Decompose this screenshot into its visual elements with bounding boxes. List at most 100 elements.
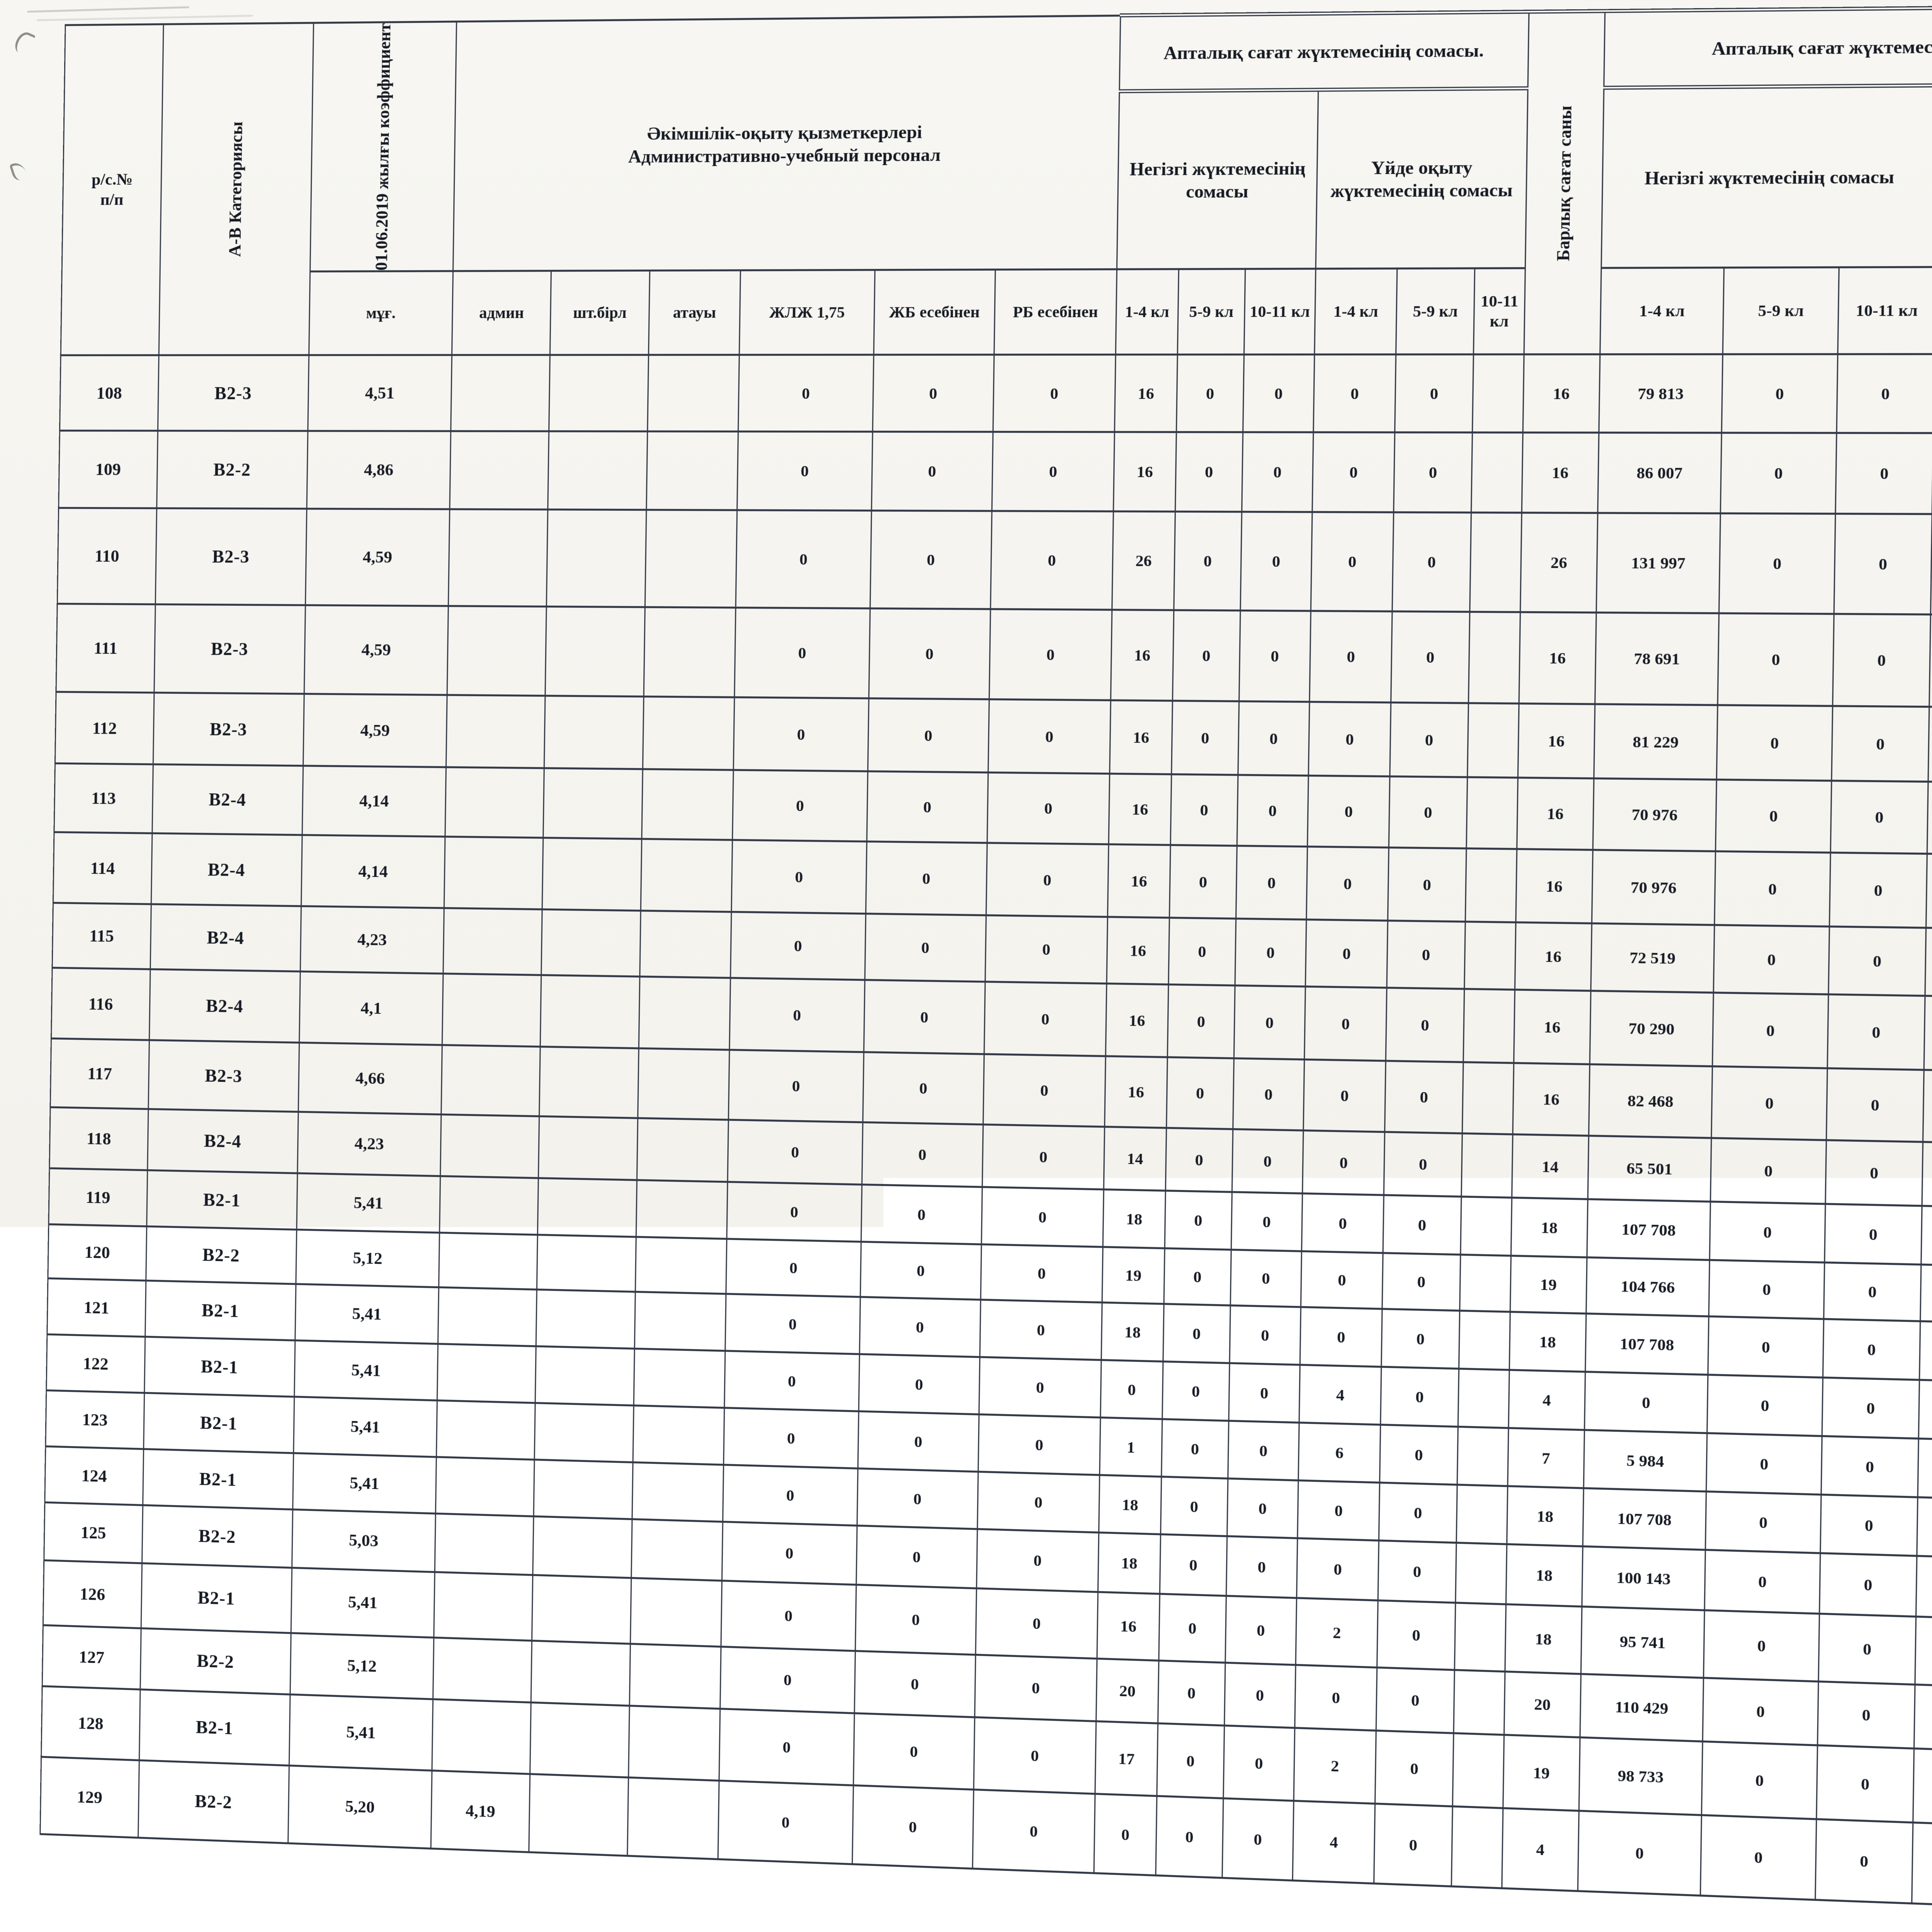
cell: 0 bbox=[1717, 705, 1833, 781]
cell: 0 bbox=[1921, 1206, 1932, 1267]
cell: 0 bbox=[1831, 781, 1928, 854]
cell: 5,41 bbox=[293, 1397, 437, 1457]
cell: 26 bbox=[1112, 512, 1175, 611]
cell: 0 bbox=[1825, 1140, 1923, 1206]
cell bbox=[440, 1114, 539, 1178]
cell bbox=[645, 510, 737, 608]
cell: 122 bbox=[46, 1335, 145, 1393]
cell: 110 429 bbox=[1580, 1674, 1704, 1742]
cell: 0 bbox=[728, 1120, 862, 1185]
cell: 4,59 bbox=[305, 509, 450, 606]
cell: 0 bbox=[736, 510, 871, 608]
cell bbox=[432, 1699, 531, 1774]
cell: 0 bbox=[1392, 512, 1471, 612]
cell: 16 bbox=[1113, 432, 1176, 512]
cell: В2-1 bbox=[143, 1449, 293, 1509]
cell bbox=[534, 1403, 634, 1463]
cell: 0 bbox=[733, 697, 869, 772]
cell: 0 bbox=[987, 772, 1110, 844]
cell bbox=[1461, 1133, 1513, 1197]
cell: 0 bbox=[1704, 1611, 1820, 1682]
cell bbox=[1471, 432, 1523, 513]
cell: 0 bbox=[1159, 1594, 1226, 1663]
header-group-weekly-2: Апталық сағат жүктемесінің сомасы. bbox=[1604, 6, 1932, 88]
cell: В2-4 bbox=[149, 969, 300, 1043]
cell: В2-4 bbox=[150, 904, 301, 971]
cell: 0 bbox=[1702, 1678, 1818, 1745]
cell: 0 bbox=[1225, 1596, 1296, 1665]
cell: 5 984 bbox=[1583, 1430, 1707, 1492]
cell: 0 bbox=[1297, 1538, 1379, 1600]
cell: 0 bbox=[1298, 1481, 1380, 1541]
cell: 0 bbox=[980, 1300, 1102, 1360]
cell: 121 bbox=[47, 1279, 146, 1337]
cell: 16 bbox=[1515, 922, 1592, 991]
cell: 0 bbox=[1927, 782, 1932, 855]
cell: 0 bbox=[1388, 848, 1466, 922]
header-coefficient: 01.06.2019 жылғы коэффициент bbox=[310, 21, 457, 271]
header-shtbirl: шт.бірл bbox=[550, 270, 650, 355]
cell: 0 bbox=[1167, 1057, 1234, 1129]
cell bbox=[529, 1774, 629, 1856]
cell bbox=[1454, 1670, 1505, 1735]
cell bbox=[1459, 1311, 1510, 1370]
cell bbox=[628, 1706, 720, 1781]
cell: 123 bbox=[46, 1391, 145, 1449]
cell: 125 bbox=[44, 1502, 143, 1563]
cell: 0 bbox=[1239, 611, 1311, 702]
cell: 0 bbox=[1240, 512, 1313, 611]
cell bbox=[437, 1344, 536, 1403]
cell: 0 bbox=[1242, 432, 1313, 512]
cell: 0 bbox=[1706, 1492, 1821, 1553]
cell: 0 bbox=[723, 1465, 858, 1526]
table-row: 110В2-34,5900026000026131 9970000230 996… bbox=[57, 508, 1932, 619]
cell: 0 bbox=[1301, 1251, 1383, 1309]
cell: 0 bbox=[1228, 1363, 1300, 1423]
cell: 5,12 bbox=[290, 1633, 434, 1699]
cell bbox=[1466, 777, 1518, 849]
cell: 107 708 bbox=[1583, 1488, 1706, 1550]
cell bbox=[543, 768, 643, 839]
cell: 0 bbox=[1170, 774, 1238, 846]
cell: 0 bbox=[855, 1585, 976, 1655]
cell bbox=[531, 1641, 630, 1706]
cell: В2-2 bbox=[146, 1226, 297, 1284]
cell: 116 bbox=[51, 968, 150, 1040]
cell: 0 bbox=[1832, 706, 1929, 782]
cell: 0 bbox=[1313, 355, 1396, 433]
cell: 0 bbox=[1235, 919, 1306, 987]
cell: 0 bbox=[861, 1185, 982, 1245]
cell: 0 bbox=[1815, 1819, 1913, 1903]
cell: 0 bbox=[1824, 1263, 1921, 1321]
cell: 0 bbox=[984, 982, 1107, 1056]
cell: 0 bbox=[990, 511, 1113, 610]
cell: 16 bbox=[1517, 778, 1594, 850]
cell: В2-4 bbox=[151, 833, 302, 906]
cell: 0 bbox=[853, 1713, 975, 1790]
cell: 18 bbox=[1507, 1486, 1583, 1546]
cell bbox=[435, 1514, 534, 1575]
pen-mark bbox=[12, 29, 36, 56]
cell: В2-1 bbox=[147, 1170, 298, 1230]
cell: 4,1 bbox=[299, 971, 443, 1045]
cell: 14 bbox=[1512, 1134, 1588, 1199]
cell: В2-4 bbox=[148, 1109, 298, 1173]
cell: 35 903 bbox=[1918, 1439, 1932, 1500]
cell: 0 bbox=[1381, 1367, 1459, 1427]
cell: 131 997 bbox=[1596, 513, 1721, 614]
cell: 0 bbox=[1100, 1360, 1163, 1419]
cell bbox=[644, 607, 736, 697]
cell bbox=[628, 1777, 719, 1859]
scanned-sheet: р/с.№ п/п А-В Категориясы 01.06.2019 жыл… bbox=[39, 0, 1932, 1932]
cell: 0 bbox=[1394, 432, 1473, 513]
cell: 86 007 bbox=[1598, 433, 1722, 514]
table-row: 108В2-34,510001600001679 8130000139 6747… bbox=[60, 354, 1932, 434]
cell bbox=[1460, 1255, 1511, 1312]
cell: 0 bbox=[869, 609, 990, 699]
cell: 14 bbox=[1104, 1127, 1167, 1190]
pen-mark bbox=[9, 161, 28, 182]
cell: 20 bbox=[1096, 1659, 1159, 1723]
cell: 18 bbox=[1101, 1303, 1164, 1362]
cell bbox=[443, 908, 542, 975]
cell: 0 bbox=[1172, 701, 1239, 775]
